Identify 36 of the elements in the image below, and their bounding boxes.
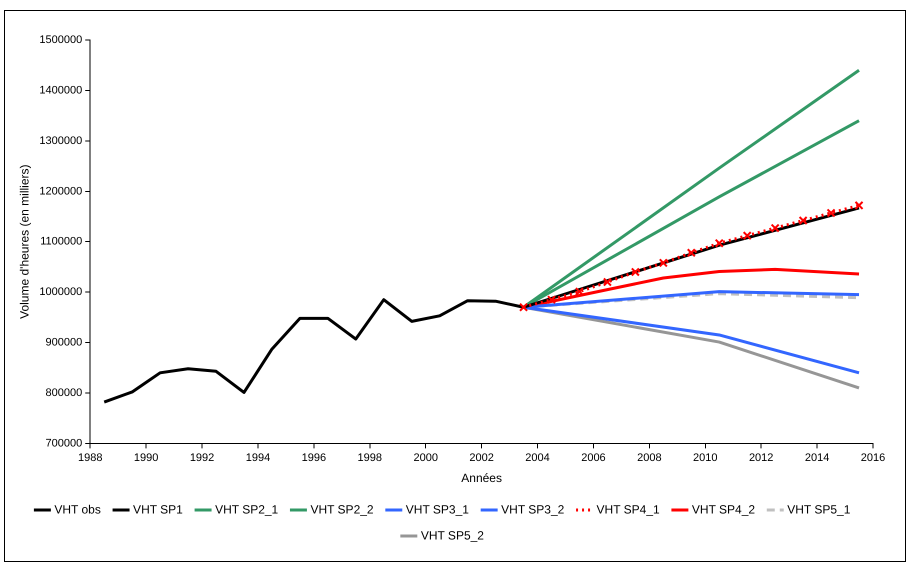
y-tick-label: 800000: [46, 387, 82, 400]
legend-label: VHT SP2_2: [310, 502, 374, 516]
y-tick-label: 1500000: [39, 34, 82, 46]
x-tick-label: 2016: [860, 452, 886, 464]
legend-label: VHT SP4_1: [596, 502, 660, 516]
y-tick-label: 1200000: [39, 185, 82, 198]
legend-label: VHT SP3_2: [501, 502, 565, 516]
x-tick-label: 2014: [804, 452, 830, 464]
x-tick-label: 2010: [693, 452, 718, 464]
y-tick-label: 1100000: [40, 236, 82, 248]
x-tick-label: 2004: [525, 452, 550, 464]
legend-label: VHT SP5_2: [420, 528, 484, 542]
legend-label: VHT SP1: [133, 502, 184, 516]
x-tick-label: 1992: [190, 452, 214, 464]
legend-label: VHT SP2_1: [215, 502, 279, 516]
y-axis-title: Volume d'heures (en milliers): [18, 164, 32, 319]
y-tick-label: 1300000: [39, 134, 82, 147]
legend-label: VHT SP3_1: [406, 502, 470, 516]
x-axis-title: Années: [461, 471, 502, 486]
x-tick-label: 1990: [134, 452, 158, 464]
y-tick-label: 1400000: [39, 84, 82, 96]
x-tick-label: 2012: [748, 452, 774, 464]
x-tick-label: 1996: [302, 452, 326, 464]
y-tick-label: 1000000: [39, 286, 82, 298]
legend-label: VHT obs: [54, 502, 101, 516]
legend-label: VHT SP4_2: [692, 502, 756, 516]
x-tick-label: 1994: [246, 452, 270, 464]
y-tick-label: 700000: [46, 437, 82, 450]
x-tick-label: 2008: [637, 452, 662, 464]
x-tick-label: 2006: [581, 452, 606, 464]
x-tick-label: 2000: [413, 452, 438, 464]
y-tick-label: 900000: [46, 336, 82, 349]
x-tick-label: 1998: [358, 452, 382, 464]
x-tick-label: 1988: [78, 452, 102, 464]
legend-label: VHT SP5_1: [787, 502, 851, 516]
x-tick-label: 2002: [469, 452, 494, 464]
